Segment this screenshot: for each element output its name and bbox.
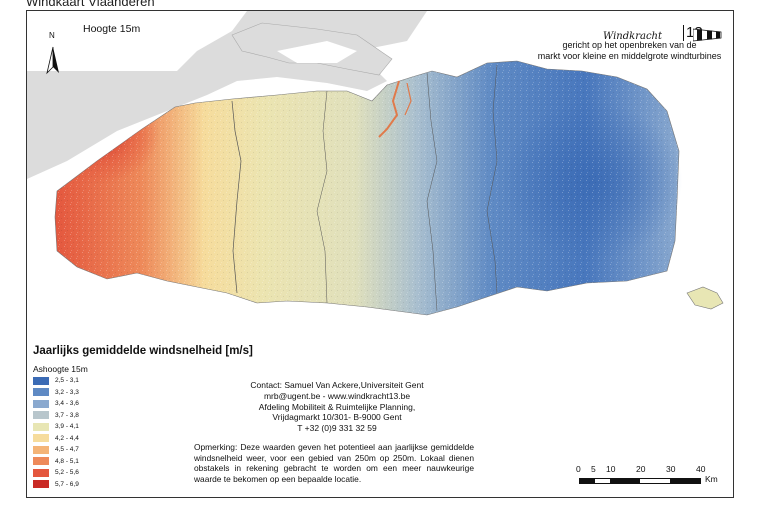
windsock-icon [693, 28, 722, 42]
legend-label: 3,2 - 3,3 [55, 388, 79, 396]
tagline: gericht op het openbreken van de markt v… [507, 40, 733, 62]
legend-label: 3,4 - 3,6 [55, 400, 79, 408]
legend-item: 4,8 - 5,1 [33, 456, 79, 468]
legend-item: 5,2 - 5,6 [33, 467, 79, 479]
contact-department: Afdeling Mobiliteit & Ruimtelijke Planni… [258, 401, 416, 412]
scheldt-river-branch [404, 82, 412, 116]
north-arrow-icon [46, 46, 59, 75]
legend-label: 2,5 - 3,1 [55, 377, 79, 385]
page-title: Windkaart Vlaanderen [26, 0, 155, 9]
scale-tick-label: 40 [696, 464, 706, 474]
north-label: N [49, 31, 55, 40]
legend-item: 4,2 - 4,4 [33, 433, 79, 445]
legend-item: 3,9 - 4,1 [33, 421, 79, 433]
legend-swatch [33, 434, 49, 443]
legend-title: Jaarlijks gemiddelde windsnelheid [m/s] [33, 345, 253, 357]
scheldt-river [378, 80, 400, 138]
legend-swatch [33, 376, 49, 385]
legend-swatch [33, 411, 49, 420]
legend-item: 4,5 - 4,7 [33, 444, 79, 456]
legend-swatch [33, 468, 49, 477]
map-frame: Hoogte 15m N Windkracht 13 gericht op he… [26, 10, 734, 498]
scale-tick-label: 5 [591, 464, 596, 474]
legend-item: 5,7 - 6,9 [33, 479, 79, 491]
scale-bar-graphic [579, 478, 701, 484]
flanders-texture [55, 61, 679, 315]
contact-name: Contact: Samuel Van Ackere,Universiteit … [250, 380, 424, 390]
legend-item: 3,7 - 3,8 [33, 410, 79, 422]
legend-item: 3,2 - 3,3 [33, 387, 79, 399]
province-border [316, 90, 328, 304]
scale-unit: Km [705, 474, 718, 484]
scale-bar: 0 5 10 20 30 40 Km [575, 464, 733, 494]
legend-label: 4,8 - 5,1 [55, 457, 79, 465]
legend-label: 3,9 - 4,1 [55, 423, 79, 431]
province-border [426, 72, 438, 312]
scale-tick-label: 10 [606, 464, 616, 474]
legend-swatch [33, 388, 49, 397]
province-border [486, 64, 498, 294]
legend-label: 4,5 - 4,7 [55, 446, 79, 454]
legend-list: 2,5 - 3,1 3,2 - 3,3 3,4 - 3,6 3,7 - 3,8 3,9 … [33, 375, 79, 490]
legend-swatch [33, 457, 49, 466]
tagline-line: markt voor kleine en middelgrote windtur… [537, 51, 722, 61]
exclave-region [686, 286, 724, 310]
legend-item: 2,5 - 3,1 [33, 375, 79, 387]
legend-swatch [33, 480, 49, 489]
legend-subtitle: Ashoogte 15m [33, 364, 88, 374]
province-border [231, 100, 242, 294]
legend-swatch [33, 399, 49, 408]
legend-label: 3,7 - 3,8 [55, 411, 79, 419]
contact-address: Vrijdagmarkt 10/301- B-9000 Gent [272, 412, 402, 423]
height-label: Hoogte 15m [83, 23, 141, 35]
wind-map [27, 11, 724, 316]
contact-email-web: mrb@ugent.be - www.windkracht13.be [263, 390, 411, 401]
legend-swatch [33, 422, 49, 431]
legend-label: 5,7 - 6,9 [55, 480, 79, 488]
legend-label: 4,2 - 4,4 [55, 434, 79, 442]
legend-label: 5,2 - 5,6 [55, 469, 79, 477]
tagline-line: gericht op het openbreken van de [562, 40, 697, 50]
contact-block: Contact: Samuel Van Ackere,Universiteit … [205, 380, 469, 434]
scale-tick-label: 0 [576, 464, 581, 474]
contact-phone: T +32 (0)9 331 32 59 [297, 423, 377, 434]
scale-tick-label: 30 [666, 464, 676, 474]
island-area [277, 41, 357, 63]
scale-tick-label: 20 [636, 464, 646, 474]
brand-name: Windkracht [603, 31, 663, 42]
disclaimer-note: Opmerking: Deze waarden geven het potent… [194, 442, 474, 484]
legend-item: 3,4 - 3,6 [33, 398, 79, 410]
legend-swatch [33, 445, 49, 454]
